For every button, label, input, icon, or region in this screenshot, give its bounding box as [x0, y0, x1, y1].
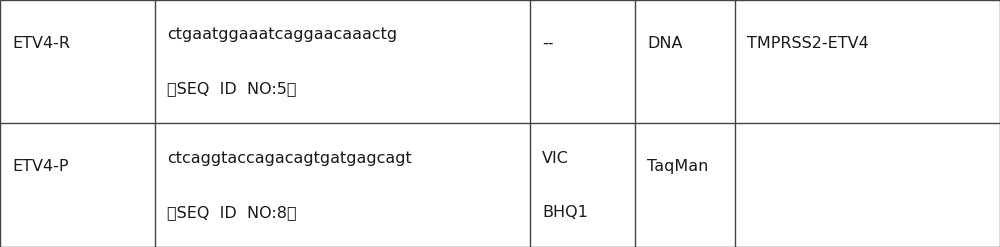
Text: ctgaatggaaatcaggaacaaactg: ctgaatggaaatcaggaacaaactg	[167, 27, 397, 42]
Text: VIC: VIC	[542, 151, 569, 165]
Text: ctcaggtaccagacagtgatgagcagt: ctcaggtaccagacagtgatgagcagt	[167, 151, 412, 165]
Text: BHQ1: BHQ1	[542, 205, 588, 220]
Text: ETV4-R: ETV4-R	[12, 36, 70, 51]
Text: --: --	[542, 36, 554, 51]
Text: DNA: DNA	[647, 36, 682, 51]
Text: （SEQ  ID  NO:5）: （SEQ ID NO:5）	[167, 82, 296, 96]
Text: TaqMan: TaqMan	[647, 159, 708, 174]
Text: ETV4-P: ETV4-P	[12, 159, 68, 174]
Text: TMPRSS2-ETV4: TMPRSS2-ETV4	[747, 36, 869, 51]
Text: （SEQ  ID  NO:8）: （SEQ ID NO:8）	[167, 205, 297, 220]
